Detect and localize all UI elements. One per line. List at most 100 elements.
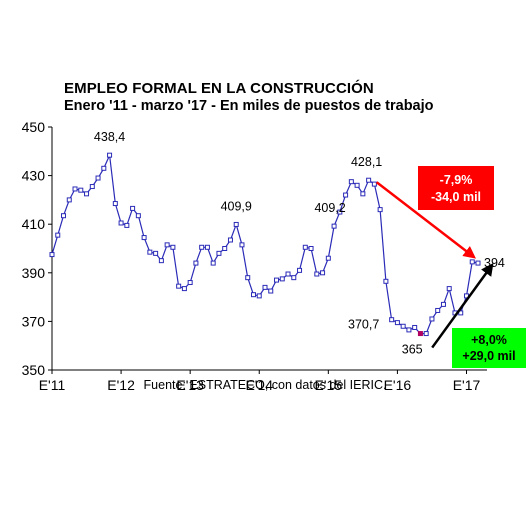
data-point xyxy=(193,260,199,266)
data-point xyxy=(55,232,61,238)
data-point xyxy=(320,270,326,276)
value-label: 428,1 xyxy=(351,155,382,169)
data-point xyxy=(49,252,55,258)
value-label: 370,7 xyxy=(348,318,379,332)
data-point xyxy=(164,242,170,248)
data-point xyxy=(61,213,67,219)
value-label: 409,2 xyxy=(314,201,345,215)
data-point xyxy=(199,244,205,250)
data-point xyxy=(130,205,136,211)
data-point xyxy=(124,222,130,228)
value-label: 394 xyxy=(484,256,505,270)
data-point xyxy=(95,175,101,181)
value-label: 365 xyxy=(402,343,423,357)
value-annotations: 438,4 409,9 409,2 428,1 370,7 365 394 xyxy=(94,130,505,356)
data-point xyxy=(377,207,383,213)
data-point xyxy=(279,276,285,282)
data-point xyxy=(222,246,228,251)
data-point xyxy=(400,323,406,329)
data-point xyxy=(245,275,251,281)
data-point xyxy=(406,327,412,333)
data-point xyxy=(274,277,280,283)
data-point xyxy=(354,182,360,188)
data-point xyxy=(78,187,84,193)
data-point xyxy=(135,213,141,219)
y-tick-label: 350 xyxy=(22,362,46,378)
data-point xyxy=(394,320,400,326)
data-point xyxy=(187,280,193,286)
data-point xyxy=(72,186,78,192)
x-axis-ticks: E'11 E'12 E'13 E'14 E'15 E'16 E'17 xyxy=(39,370,481,393)
series-line xyxy=(51,152,479,335)
data-point xyxy=(66,197,72,203)
value-label: 438,4 xyxy=(94,130,125,144)
decline-callout-amount: -34,0 mil xyxy=(431,190,481,204)
recovery-callout-percent: +8,0% xyxy=(471,333,507,347)
data-point xyxy=(210,260,216,266)
x-tick-label: E'16 xyxy=(384,377,412,393)
data-point xyxy=(216,250,222,256)
data-point xyxy=(314,271,320,277)
data-point xyxy=(112,201,118,207)
value-label: 409,9 xyxy=(221,199,252,213)
data-point xyxy=(325,255,331,261)
x-tick-label: E'13 xyxy=(176,377,204,393)
data-point xyxy=(417,331,423,337)
data-point xyxy=(337,209,343,215)
data-point xyxy=(118,220,124,226)
data-point xyxy=(383,278,389,284)
data-point xyxy=(176,283,182,289)
recovery-callout-amount: +29,0 mil xyxy=(462,349,515,363)
x-tick-label: E'17 xyxy=(453,377,481,393)
data-point xyxy=(360,191,366,197)
series-employment xyxy=(49,152,481,337)
recovery-arrow xyxy=(431,263,494,349)
data-point xyxy=(348,179,354,185)
data-point xyxy=(233,221,239,227)
data-point xyxy=(250,292,256,298)
data-point xyxy=(84,191,90,197)
y-tick-label: 430 xyxy=(22,168,46,184)
data-point xyxy=(181,286,187,292)
data-point xyxy=(475,260,481,266)
decline-callout-box xyxy=(418,166,494,210)
data-point xyxy=(285,271,291,277)
data-point xyxy=(446,286,452,292)
data-point xyxy=(268,288,274,294)
y-axis-ticks: 350 370 390 410 430 450 xyxy=(22,119,52,378)
decline-arrow xyxy=(375,181,476,259)
data-point xyxy=(423,331,429,337)
data-point xyxy=(141,235,147,241)
data-point xyxy=(297,267,303,273)
y-tick-label: 450 xyxy=(22,119,46,135)
data-point xyxy=(101,165,107,171)
data-point xyxy=(262,284,268,290)
decline-callout-percent: -7,9% xyxy=(440,173,473,187)
data-point xyxy=(435,307,441,313)
data-point xyxy=(227,237,233,243)
change-callouts: -7,9% -34,0 mil +8,0% +29,0 mil xyxy=(375,166,526,368)
chart-subtitle: Enero '11 - marzo '17 - En miles de pues… xyxy=(64,98,434,114)
x-tick-label: E'11 xyxy=(39,377,66,393)
data-point xyxy=(107,152,113,158)
data-point xyxy=(308,246,314,251)
x-tick-label: E'15 xyxy=(315,377,343,393)
data-point xyxy=(256,293,262,299)
data-point xyxy=(302,244,308,250)
data-point xyxy=(89,184,95,190)
data-point xyxy=(412,324,418,330)
data-point xyxy=(153,250,159,256)
chart-source: Fuente: ESTRATECO, con datos del IERIC. xyxy=(143,378,387,392)
y-tick-label: 410 xyxy=(22,216,46,232)
data-point xyxy=(147,249,153,255)
data-point xyxy=(366,177,372,183)
data-point xyxy=(389,317,395,323)
data-point xyxy=(170,244,176,250)
chart-axes xyxy=(51,127,487,371)
y-tick-label: 370 xyxy=(22,313,46,329)
data-point xyxy=(331,223,337,229)
data-point xyxy=(429,316,435,322)
x-tick-label: E'14 xyxy=(245,377,273,393)
data-point xyxy=(204,244,210,250)
